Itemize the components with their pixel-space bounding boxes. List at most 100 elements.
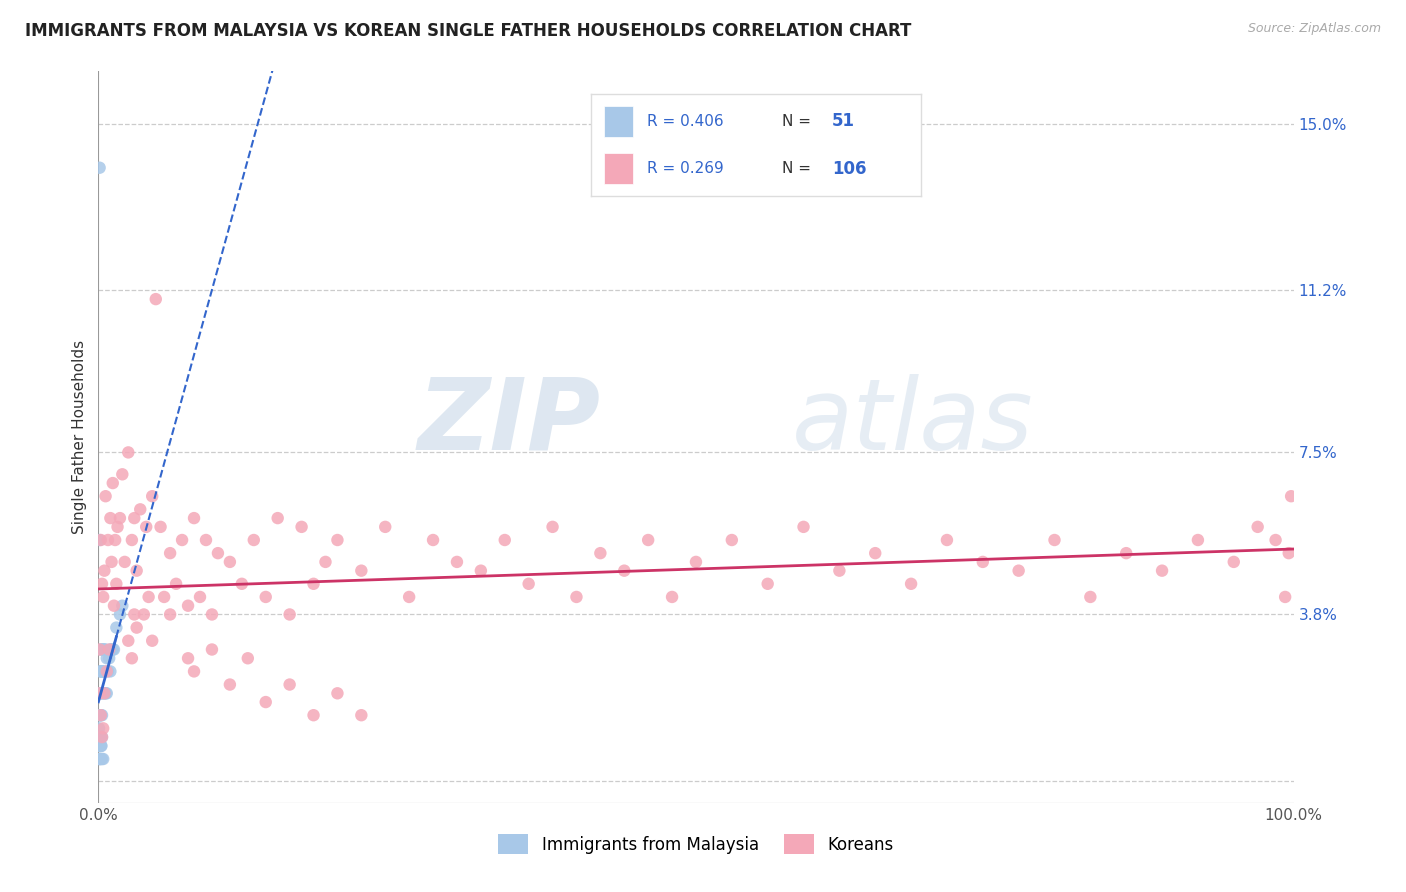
Point [231, 576, 253, 591]
Point [117, 633, 139, 648]
Point [96, 651, 118, 665]
Point [90, 739, 112, 753]
Point [121, 533, 143, 547]
Point [89, 533, 111, 547]
Point [1264, 533, 1286, 547]
Point [1274, 590, 1296, 604]
Point [91, 722, 114, 736]
Point [141, 489, 163, 503]
Point [637, 533, 659, 547]
Text: R = 0.406: R = 0.406 [647, 114, 723, 128]
Point [101, 642, 124, 657]
Point [91, 665, 114, 679]
Point [1278, 546, 1301, 560]
Point [91, 576, 114, 591]
Point [219, 555, 242, 569]
Point [89, 665, 111, 679]
Point [278, 607, 301, 622]
Point [302, 708, 325, 723]
Point [900, 576, 922, 591]
Point [111, 467, 134, 482]
Point [124, 511, 146, 525]
Point [254, 695, 277, 709]
Point [93, 665, 115, 679]
Point [89, 752, 111, 766]
Point [138, 590, 160, 604]
Text: IMMIGRANTS FROM MALAYSIA VS KOREAN SINGLE FATHER HOUSEHOLDS CORRELATION CHART: IMMIGRANTS FROM MALAYSIA VS KOREAN SINGL… [25, 22, 911, 40]
Point [91, 590, 114, 604]
Point [254, 590, 277, 604]
Text: R = 0.269: R = 0.269 [647, 161, 724, 176]
FancyBboxPatch shape [603, 106, 634, 136]
Point [89, 161, 111, 175]
Point [541, 520, 564, 534]
Point [89, 708, 111, 723]
Point [90, 730, 112, 744]
Point [103, 642, 125, 657]
Point [114, 555, 136, 569]
Point [91, 642, 114, 657]
Point [100, 555, 122, 569]
Point [153, 590, 176, 604]
Point [90, 665, 112, 679]
Point [470, 564, 492, 578]
Point [90, 739, 112, 753]
Point [97, 665, 120, 679]
Text: N =: N = [782, 114, 811, 128]
Point [793, 520, 815, 534]
Point [89, 730, 111, 744]
Point [422, 533, 444, 547]
Point [865, 546, 887, 560]
Point [94, 686, 117, 700]
Point [177, 651, 200, 665]
Point [243, 533, 266, 547]
Point [91, 752, 114, 766]
Point [141, 633, 163, 648]
Point [94, 642, 117, 657]
Point [97, 533, 120, 547]
Point [1279, 489, 1302, 503]
Point [494, 533, 516, 547]
Point [267, 511, 290, 525]
Point [589, 546, 612, 560]
Text: 106: 106 [832, 160, 866, 178]
Point [91, 730, 114, 744]
Point [90, 533, 112, 547]
Point [1223, 555, 1246, 569]
Point [124, 607, 146, 622]
Point [91, 686, 114, 700]
Point [165, 576, 187, 591]
Point [89, 739, 111, 753]
Point [96, 686, 118, 700]
Point [91, 752, 114, 766]
Point [1080, 590, 1102, 604]
Point [108, 607, 131, 622]
Point [98, 665, 122, 679]
Point [183, 511, 205, 525]
Point [104, 533, 127, 547]
Point [98, 651, 121, 665]
Point [89, 730, 111, 744]
FancyBboxPatch shape [603, 153, 634, 184]
Point [149, 520, 172, 534]
Point [100, 642, 122, 657]
Y-axis label: Single Father Households: Single Father Households [72, 340, 87, 534]
Point [90, 739, 112, 753]
Text: 51: 51 [832, 112, 855, 130]
Point [93, 564, 115, 578]
Point [219, 677, 242, 691]
Point [89, 752, 111, 766]
Point [132, 607, 155, 622]
Point [236, 651, 259, 665]
Point [89, 739, 111, 753]
Point [1152, 564, 1174, 578]
Point [278, 677, 301, 691]
Point [302, 576, 325, 591]
Point [565, 590, 588, 604]
Point [195, 533, 218, 547]
Point [685, 555, 707, 569]
Text: ZIP: ZIP [418, 374, 600, 471]
Point [90, 665, 112, 679]
Point [98, 511, 122, 525]
Point [1008, 564, 1031, 578]
